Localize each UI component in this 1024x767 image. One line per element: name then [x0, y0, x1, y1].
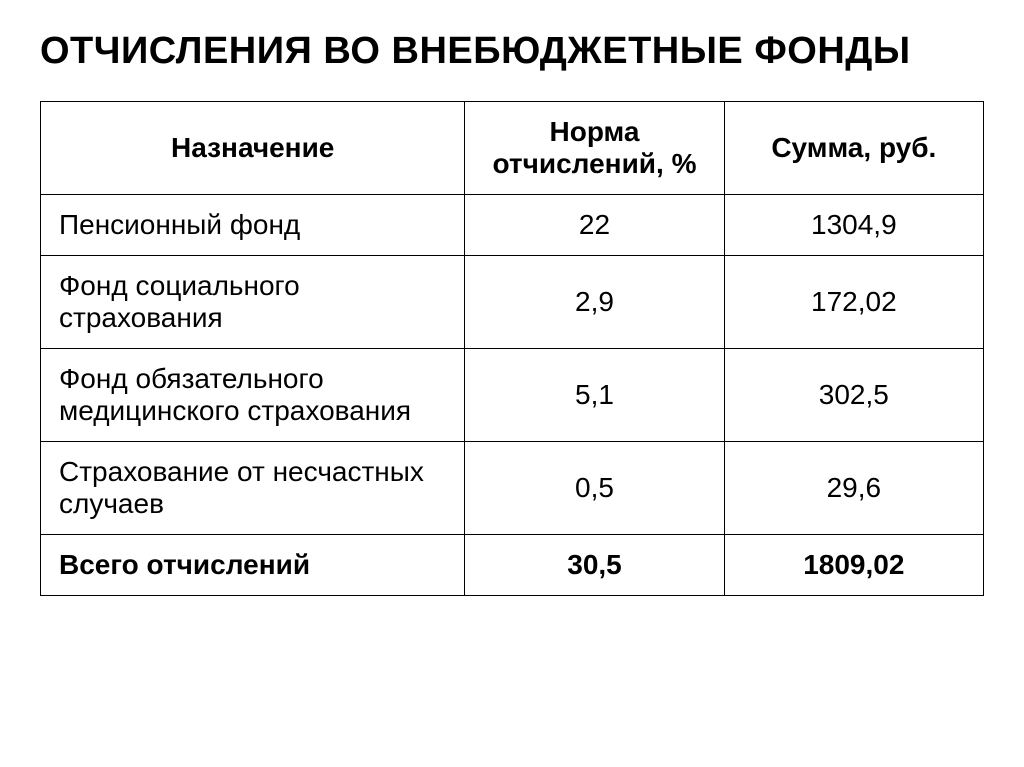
cell-amount: 1304,9: [724, 195, 983, 256]
table-row: Фонд обязательного медицинского страхова…: [41, 349, 984, 442]
table-row: Фонд социального страхования 2,9 172,02: [41, 256, 984, 349]
cell-rate: 5,1: [465, 349, 724, 442]
cell-amount: 302,5: [724, 349, 983, 442]
column-header-rate: Норма отчислений, %: [465, 102, 724, 195]
cell-name: Фонд обязательного медицинского страхова…: [41, 349, 465, 442]
cell-amount: 172,02: [724, 256, 983, 349]
column-header-name: Назначение: [41, 102, 465, 195]
cell-name: Пенсионный фонд: [41, 195, 465, 256]
table-row: Страхование от несчастных случаев 0,5 29…: [41, 442, 984, 535]
total-name: Всего отчислений: [41, 535, 465, 596]
column-header-amount: Сумма, руб.: [724, 102, 983, 195]
total-rate: 30,5: [465, 535, 724, 596]
cell-rate: 0,5: [465, 442, 724, 535]
cell-amount: 29,6: [724, 442, 983, 535]
table-header-row: Назначение Норма отчислений, % Сумма, ру…: [41, 102, 984, 195]
cell-rate: 2,9: [465, 256, 724, 349]
deductions-table: Назначение Норма отчислений, % Сумма, ру…: [40, 101, 984, 596]
cell-name: Фонд социального страхования: [41, 256, 465, 349]
table-total-row: Всего отчислений 30,5 1809,02: [41, 535, 984, 596]
total-amount: 1809,02: [724, 535, 983, 596]
table-row: Пенсионный фонд 22 1304,9: [41, 195, 984, 256]
page-title: ОТЧИСЛЕНИЯ ВО ВНЕБЮДЖЕТНЫЕ ФОНДЫ: [40, 30, 984, 73]
cell-name: Страхование от несчастных случаев: [41, 442, 465, 535]
cell-rate: 22: [465, 195, 724, 256]
